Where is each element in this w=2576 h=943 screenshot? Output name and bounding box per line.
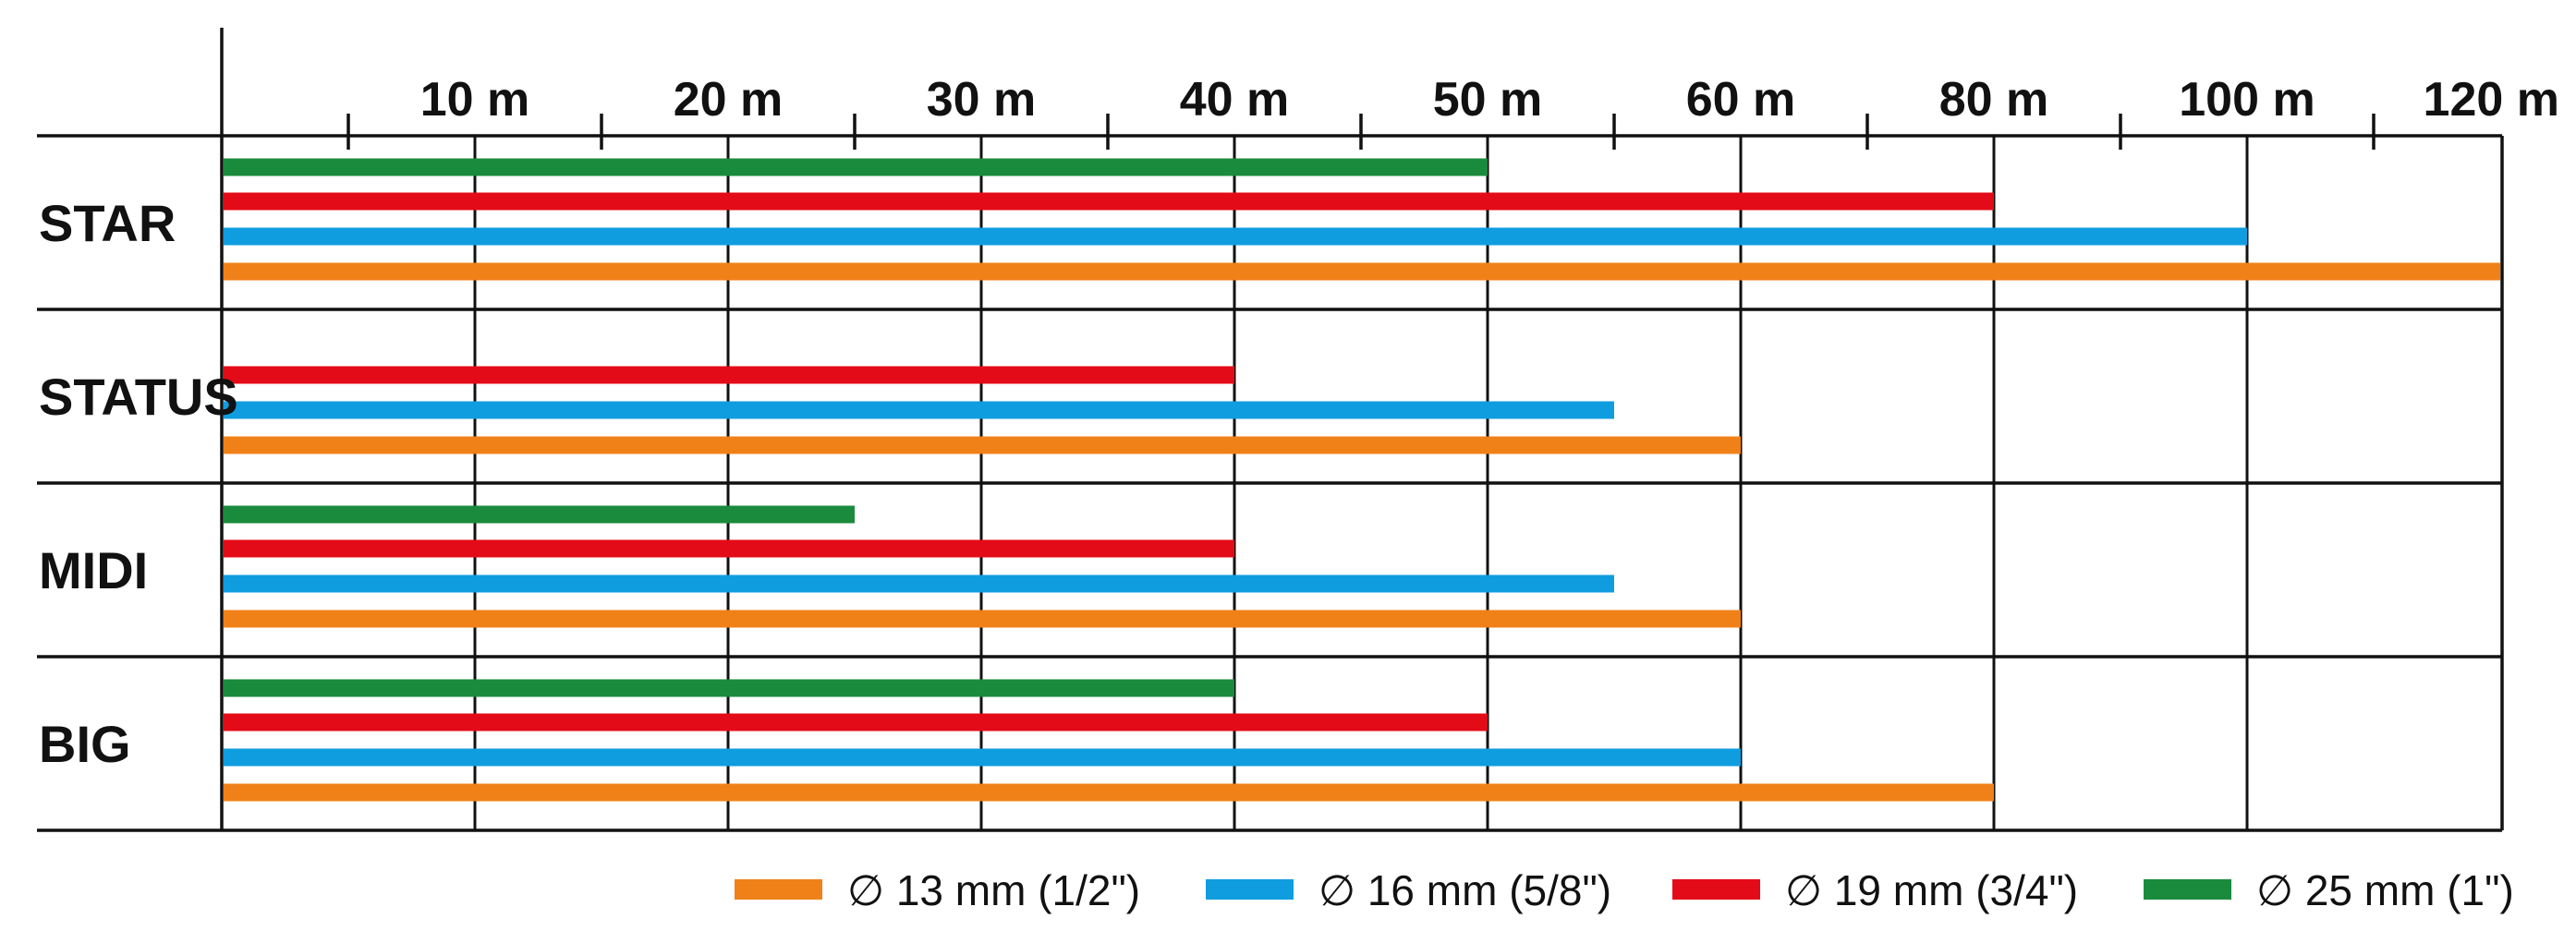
x-tick-label: 100 m — [2179, 73, 2315, 127]
bar — [224, 574, 1614, 593]
bar — [224, 436, 1741, 454]
bar — [224, 192, 1994, 211]
category-label: STAR — [39, 194, 176, 252]
bar — [224, 783, 1994, 802]
bar — [224, 227, 2247, 246]
category-label: STATUS — [39, 368, 238, 426]
legend-swatch — [1672, 879, 1760, 900]
x-tick-label: 10 m — [420, 73, 530, 127]
bar — [224, 748, 1741, 767]
legend-layer: ∅ 13 mm (1/2") ∅ 16 mm (5/8") ∅ 19 mm (3/4… — [735, 866, 2514, 914]
frame-layer — [37, 28, 2504, 832]
bar — [224, 539, 1234, 558]
legend-label: ∅ 25 mm (1") — [2256, 866, 2514, 914]
legend-swatch — [2144, 879, 2231, 900]
bar — [224, 713, 1488, 731]
bar — [224, 679, 1234, 697]
text-layer: 10 m 20 m 30 m 40 m 50 m 60 m 80 m 100 m 120 m ST… — [39, 73, 2559, 773]
bar — [224, 366, 1234, 384]
x-tick-label: 30 m — [927, 73, 1037, 127]
legend-label: ∅ 19 mm (3/4") — [1785, 866, 2078, 914]
bar — [224, 158, 1488, 176]
category-label: MIDI — [39, 541, 148, 599]
category-label: BIG — [39, 715, 131, 773]
x-tick-label: 80 m — [1939, 73, 2049, 127]
legend-swatch — [735, 879, 822, 900]
x-tick-label: 20 m — [674, 73, 784, 127]
bar — [224, 610, 1741, 628]
x-tick-label: 60 m — [1686, 73, 1796, 127]
bar — [224, 262, 2500, 281]
bars-layer — [224, 158, 2500, 802]
bar — [224, 401, 1614, 419]
legend-label: ∅ 13 mm (1/2") — [847, 866, 1140, 914]
bar — [224, 505, 855, 524]
legend-swatch — [1206, 879, 1294, 900]
x-tick-label: 40 m — [1180, 73, 1290, 127]
x-tick-label: 50 m — [1433, 73, 1543, 127]
legend-label: ∅ 16 mm (5/8") — [1318, 866, 1611, 914]
x-tick-label: 120 m — [2424, 73, 2559, 127]
